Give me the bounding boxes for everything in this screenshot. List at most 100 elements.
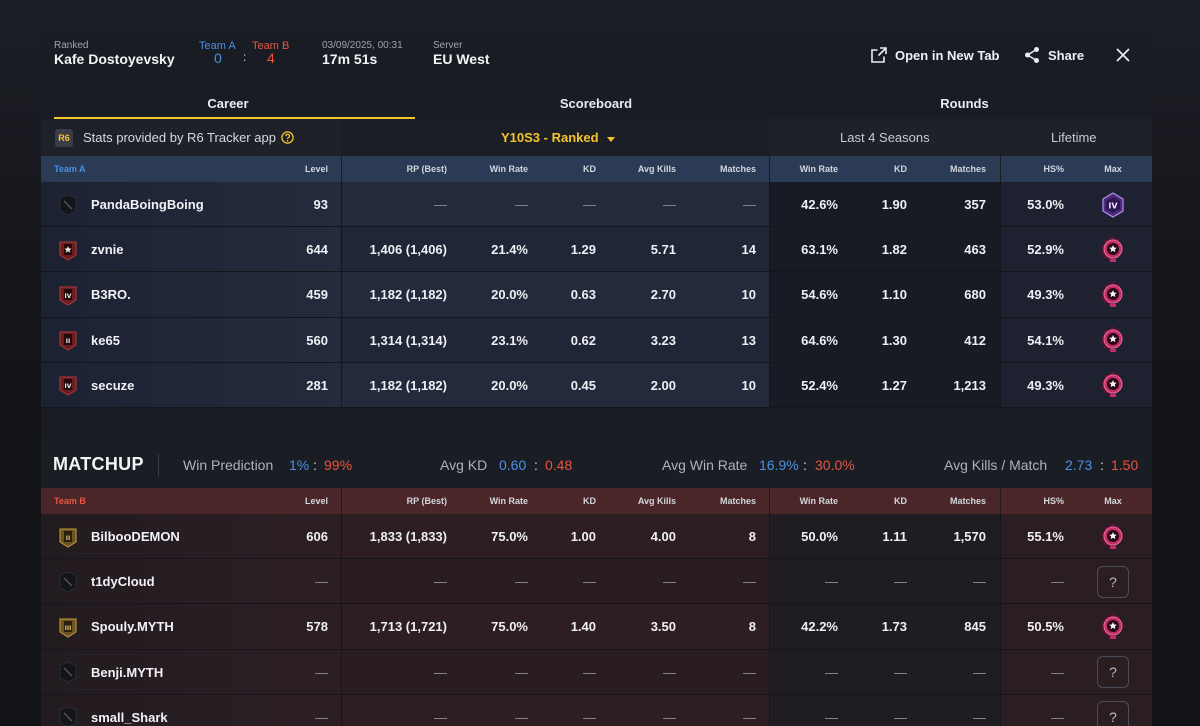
unknown-rank-icon: ?	[1097, 559, 1129, 604]
open-new-tab-button[interactable]: Open in New Tab	[871, 44, 1000, 66]
tab-scoreboard[interactable]: Scoreboard	[415, 87, 777, 119]
cell-win-rate: 21.4%	[491, 242, 528, 258]
max-rank-icon	[1097, 604, 1129, 649]
col-ls-win-rate: Win Rate	[799, 496, 838, 506]
cell-matches: —	[743, 709, 756, 725]
player-name[interactable]: Benji.MYTH	[91, 664, 164, 680]
avg-kills-sep: :	[1100, 457, 1104, 473]
player-name[interactable]: zvnie	[91, 242, 124, 258]
player-name[interactable]: small_Shark	[91, 709, 168, 725]
cell-avg-kills: 3.50	[650, 619, 676, 635]
cell-kd: —	[583, 709, 596, 725]
tab-scoreboard-label: Scoreboard	[559, 95, 633, 111]
matchup-title: MATCHUP	[53, 454, 144, 474]
table-row[interactable]: t1dyCloud — — — — — — — — — —?	[41, 559, 1152, 605]
team-b-label: Team B	[252, 40, 290, 52]
table-row[interactable]: IV B3RO. 459 1,182 (1,182) 20.0% 0.63 2.70 10 54…	[41, 272, 1152, 318]
tab-rounds-label: Rounds	[940, 95, 989, 111]
cell-win-rate: 23.1%	[491, 332, 528, 348]
cell-ls-kd: —	[894, 574, 907, 590]
col-max: Max	[1104, 164, 1122, 174]
unknown-rank-box: ?	[1097, 701, 1129, 726]
share-icon	[1024, 46, 1040, 64]
cell-win-rate: 20.0%	[491, 377, 528, 393]
match-datetime: 03/09/2025, 00:31	[322, 40, 403, 51]
col-ls-kd: KD	[894, 164, 907, 174]
close-button[interactable]	[1116, 44, 1130, 66]
cell-kd: 0.62	[570, 332, 596, 348]
avg-win-rate-sep: :	[803, 457, 807, 473]
svg-text:II: II	[66, 338, 70, 345]
win-prediction-b: 99%	[324, 457, 353, 473]
player-name[interactable]: PandaBoingBoing	[91, 197, 204, 213]
avg-kills-a: 2.73	[1065, 457, 1093, 473]
player-name[interactable]: BilbooDEMON	[91, 529, 180, 545]
cell-win-rate: 75.0%	[491, 619, 528, 635]
cell-hs: 54.1%	[1027, 332, 1064, 348]
table-row[interactable]: small_Shark — — — — — — — — — —?	[41, 694, 1152, 726]
cell-ls-win-rate: 52.4%	[801, 377, 838, 393]
cell-hs: 49.3%	[1027, 377, 1064, 393]
cell-rp: 1,314 (1,314)	[369, 332, 447, 348]
col-ls-matches: Matches	[949, 164, 986, 174]
cell-rp: 1,182 (1,182)	[369, 287, 447, 303]
cell-ls-matches: 1,570	[953, 529, 986, 545]
team_a-column-header: Team A Level RP (Best) Win Rate KD Avg Kills M…	[41, 156, 1152, 182]
cell-level: 578	[306, 619, 328, 635]
cell-ls-win-rate: —	[825, 664, 838, 680]
team-a-score: 0	[214, 50, 222, 66]
cell-ls-matches: —	[973, 709, 986, 725]
table-row[interactable]: II BilbooDEMON 606 1,833 (1,833) 75.0% 1.00 4.…	[41, 514, 1152, 560]
col-max: Max	[1104, 496, 1122, 506]
cell-level: 560	[306, 332, 328, 348]
cell-ls-kd: 1.82	[881, 242, 907, 258]
match-mode: Ranked	[54, 40, 89, 51]
col-ls-matches: Matches	[949, 496, 986, 506]
player-name[interactable]: t1dyCloud	[91, 574, 155, 590]
matchup-row: MATCHUP Win Prediction 1% : 99% Avg KD 0…	[41, 442, 1152, 488]
table-row[interactable]: PandaBoingBoing 93 — — — — — 42.6% 1.90 357 53.0% I…	[41, 182, 1152, 228]
lifetime-label: Lifetime	[1051, 130, 1097, 145]
col-avg-kills: Avg Kills	[637, 496, 676, 506]
table-row[interactable]: Benji.MYTH — — — — — — — — — —?	[41, 649, 1152, 695]
season-selector[interactable]: Y10S3 - Ranked	[501, 130, 615, 145]
share-button[interactable]: Share	[1024, 44, 1084, 66]
cell-rp: 1,182 (1,182)	[369, 377, 447, 393]
cell-avg-kills: 4.00	[650, 529, 676, 545]
avg-kills-label: Avg Kills / Match	[944, 457, 1048, 473]
svg-text:IV: IV	[65, 383, 72, 390]
cell-kd: 0.45	[570, 377, 596, 393]
unknown-rank-icon: ?	[1097, 695, 1129, 726]
cell-kd: —	[583, 574, 596, 590]
help-icon[interactable]	[281, 131, 294, 149]
player-name[interactable]: Spouly.MYTH	[91, 619, 174, 635]
cell-rp: —	[434, 664, 447, 680]
table-row[interactable]: zvnie 644 1,406 (1,406) 21.4% 1.29 5.71 14 63.1…	[41, 227, 1152, 273]
table-row[interactable]: II ke65 560 1,314 (1,314) 23.1% 0.62 3.23 13 64.…	[41, 317, 1152, 363]
avg-kd-sep: :	[534, 457, 538, 473]
rank-badge-icon: III	[58, 616, 78, 638]
table-row[interactable]: IV secuze 281 1,182 (1,182) 20.0% 0.45 2.00 10 5…	[41, 362, 1152, 408]
cell-ls-kd: —	[894, 664, 907, 680]
caret-down-icon	[606, 130, 615, 145]
player-name[interactable]: ke65	[91, 332, 120, 348]
map-name: Kafe Dostoyevsky	[54, 51, 175, 67]
player-name[interactable]: B3RO.	[91, 287, 131, 303]
cell-ls-kd: 1.73	[881, 619, 907, 635]
tab-career[interactable]: Career	[41, 87, 415, 119]
cell-ls-kd: 1.30	[881, 332, 907, 348]
stats-provider-text: Stats provided by R6 Tracker app	[83, 130, 276, 145]
player-name[interactable]: secuze	[91, 377, 135, 393]
col-level: Level	[304, 496, 328, 506]
table-row[interactable]: III Spouly.MYTH 578 1,713 (1,721) 75.0% 1.40 3…	[41, 604, 1152, 650]
max-rank-icon: IV	[1097, 182, 1129, 227]
cell-ls-kd: 1.27	[881, 377, 907, 393]
cell-level: 93	[313, 197, 328, 213]
svg-text:IV: IV	[1108, 201, 1118, 210]
rank-badge-icon	[58, 571, 78, 593]
tab-rounds[interactable]: Rounds	[777, 87, 1152, 119]
col-kd: KD	[583, 496, 596, 506]
rank-badge-icon	[58, 194, 78, 216]
match-duration: 17m 51s	[322, 51, 378, 67]
cell-win-rate: —	[515, 197, 528, 213]
